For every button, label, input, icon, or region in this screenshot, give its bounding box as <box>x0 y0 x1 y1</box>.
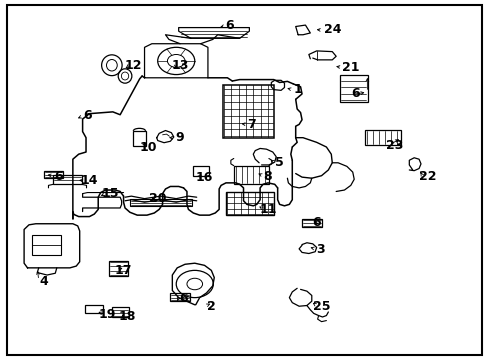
Text: 11: 11 <box>259 203 276 216</box>
Text: 10: 10 <box>139 141 156 154</box>
Text: 6: 6 <box>225 19 234 32</box>
Text: 2: 2 <box>206 300 215 313</box>
Bar <box>170 293 189 301</box>
Bar <box>32 235 61 255</box>
Bar <box>130 199 192 206</box>
Text: 23: 23 <box>385 139 403 152</box>
Text: 12: 12 <box>124 59 142 72</box>
Text: 25: 25 <box>312 300 329 313</box>
Text: 6: 6 <box>179 292 187 305</box>
Text: 13: 13 <box>171 59 188 72</box>
Text: 21: 21 <box>341 60 359 73</box>
Text: 3: 3 <box>315 243 324 256</box>
Bar <box>222 85 273 138</box>
Text: 6: 6 <box>54 170 62 183</box>
Bar <box>112 307 129 317</box>
Bar <box>43 171 63 178</box>
Text: 9: 9 <box>175 131 183 144</box>
Text: 16: 16 <box>195 171 213 184</box>
Bar <box>109 261 128 276</box>
Text: 14: 14 <box>81 174 98 187</box>
Text: 6: 6 <box>83 109 92 122</box>
Text: 6: 6 <box>351 87 359 100</box>
Bar <box>133 131 145 146</box>
Text: 1: 1 <box>293 83 302 96</box>
Bar <box>53 175 81 184</box>
Text: 17: 17 <box>115 264 132 277</box>
Bar <box>365 130 400 145</box>
Bar <box>193 166 208 176</box>
Text: 15: 15 <box>102 187 119 200</box>
Text: 4: 4 <box>39 275 48 288</box>
Bar <box>233 166 268 184</box>
Text: 22: 22 <box>418 170 435 183</box>
Text: 5: 5 <box>275 156 284 169</box>
Text: 7: 7 <box>247 118 256 131</box>
Bar <box>302 219 321 226</box>
Text: 8: 8 <box>263 170 272 183</box>
Bar <box>84 305 103 313</box>
Text: 19: 19 <box>98 308 116 321</box>
Text: 24: 24 <box>323 23 340 36</box>
Text: 6: 6 <box>312 216 320 229</box>
Bar <box>225 192 273 215</box>
Bar <box>339 75 367 102</box>
Text: 20: 20 <box>149 192 166 205</box>
Text: 18: 18 <box>119 310 136 324</box>
